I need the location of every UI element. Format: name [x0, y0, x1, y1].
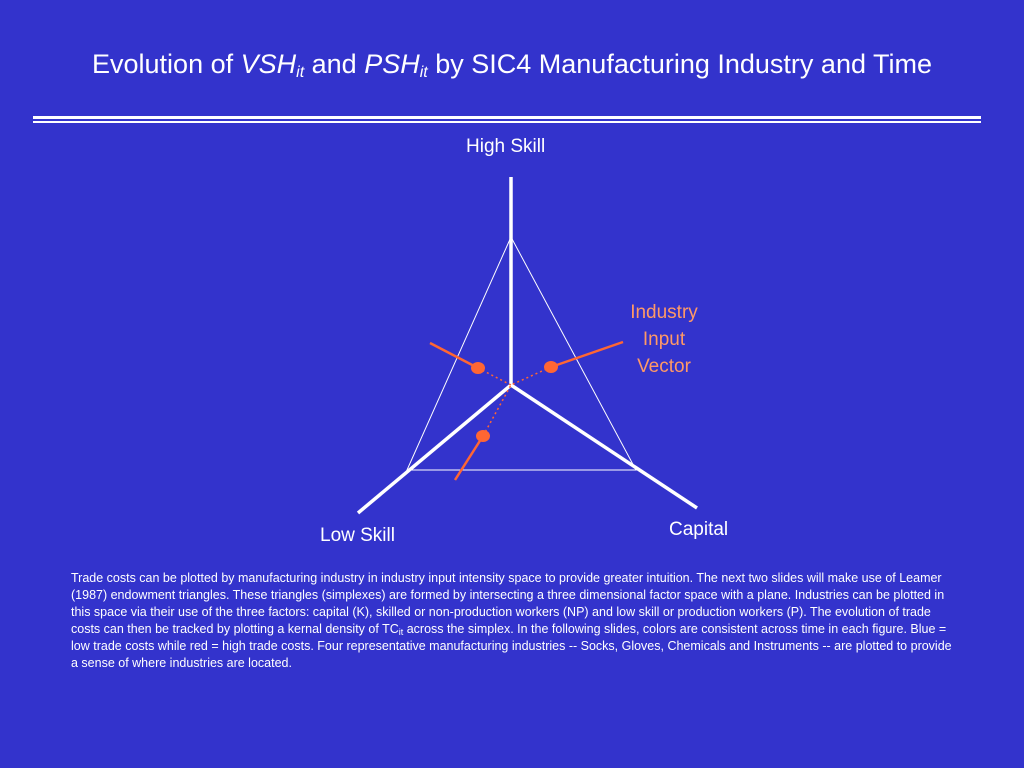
caption-subscript: it: [398, 627, 404, 637]
industry-point-right: [544, 361, 558, 373]
projection-line-bottom: [482, 384, 512, 437]
caption-part-1: Trade costs can be plotted by manufactur…: [71, 571, 945, 636]
slide-title: Evolution of VSHit and PSHit by SIC4 Man…: [0, 46, 1024, 82]
high-skill-label: High Skill: [466, 136, 546, 157]
simplex-triangle: [406, 235, 637, 471]
title-conjunction: and: [304, 49, 365, 79]
industry-input-vector-label: Industry Input Vector: [610, 299, 718, 380]
industry-point-left: [471, 362, 485, 374]
slide-caption: Trade costs can be plotted by manufactur…: [71, 570, 961, 672]
vector-label-line-1: Industry: [630, 302, 698, 323]
industry-vector-right: [550, 340, 624, 369]
industry-vector-bottom: [453, 435, 485, 481]
title-var-psh: PSHit: [364, 49, 428, 81]
projection-line-right: [510, 366, 552, 386]
title-divider-thin: [33, 121, 981, 123]
title-divider-thick: [33, 116, 981, 119]
industry-vector-left: [429, 341, 479, 370]
vector-label-line-2: Input: [642, 329, 686, 350]
title-prefix: Evolution of: [92, 49, 241, 79]
title-suffix: by SIC4 Manufacturing Industry and Time: [427, 49, 932, 79]
title-var-vsh: VSHit: [240, 49, 305, 81]
capital-axis: [510, 383, 698, 510]
low-skill-label: Low Skill: [320, 525, 395, 546]
caption-part-2: across the simplex. In the following sli…: [71, 622, 952, 670]
industry-point-bottom: [476, 430, 490, 442]
low-skill-axis: [356, 383, 513, 515]
capital-label: Capital: [669, 519, 729, 540]
vector-label-line-3: Vector: [637, 356, 691, 377]
